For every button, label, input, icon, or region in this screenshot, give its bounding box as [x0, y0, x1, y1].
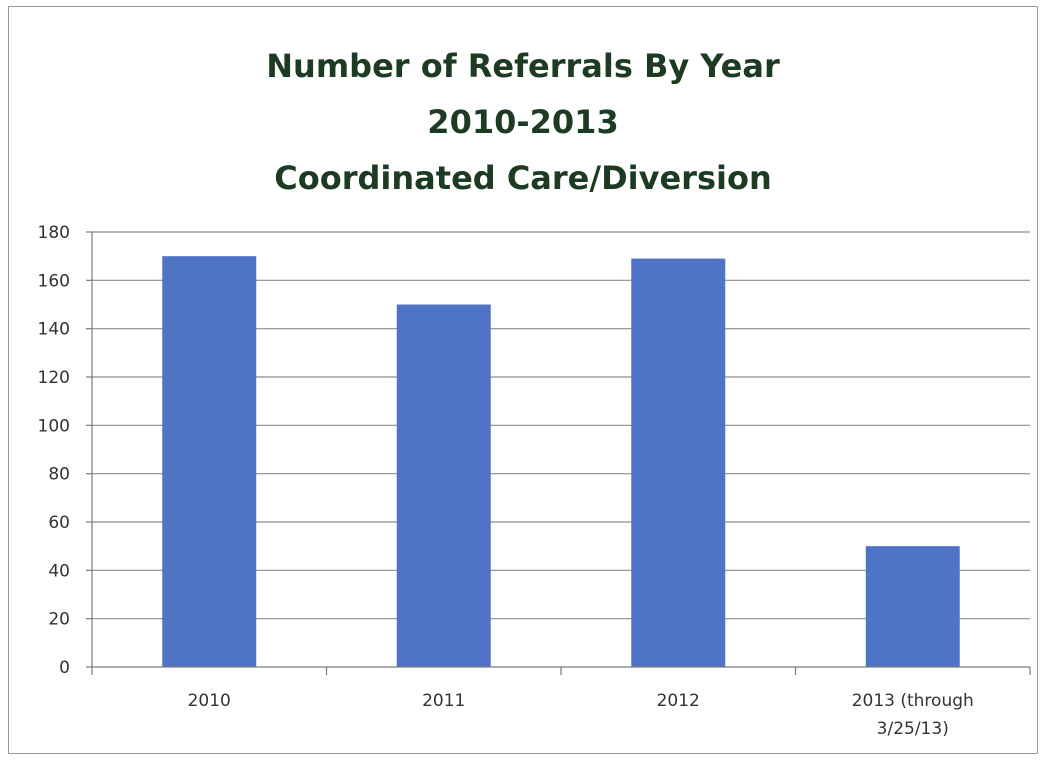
- chart-title: Number of Referrals By Year 2010-2013 Co…: [0, 38, 1046, 206]
- x-category-label: 2012: [657, 691, 700, 711]
- y-tick-label: 160: [38, 271, 70, 291]
- y-tick-label: 20: [48, 610, 70, 630]
- bar-1: [396, 304, 491, 667]
- bars: [162, 256, 960, 667]
- x-category-label: 2010: [188, 691, 231, 711]
- y-tick-label: 140: [38, 320, 70, 340]
- y-tick-label: 0: [59, 658, 70, 678]
- y-tick-label: 120: [38, 368, 70, 388]
- y-tick-label: 60: [48, 513, 70, 533]
- axes: [86, 231, 1031, 675]
- chart-title-line-2: 2010-2013: [427, 103, 619, 141]
- bar-3: [865, 546, 960, 667]
- x-category-label: 2013 (through: [852, 691, 974, 711]
- y-tick-label: 100: [38, 416, 70, 436]
- chart-title-line-3: Coordinated Care/Diversion: [274, 159, 772, 197]
- bar-2: [631, 258, 726, 667]
- labels: 0 20 40 60 80 100 120 140 160 180 2010 2011 2012 2013…: [38, 223, 974, 739]
- y-tick-label: 180: [38, 223, 70, 243]
- x-category-label: 2011: [422, 691, 465, 711]
- bar-0: [162, 256, 257, 667]
- y-tick-label: 40: [48, 561, 70, 581]
- chart-title-line-1: Number of Referrals By Year: [266, 47, 780, 85]
- x-category-label: 3/25/13): [877, 719, 949, 739]
- y-tick-label: 80: [48, 465, 70, 485]
